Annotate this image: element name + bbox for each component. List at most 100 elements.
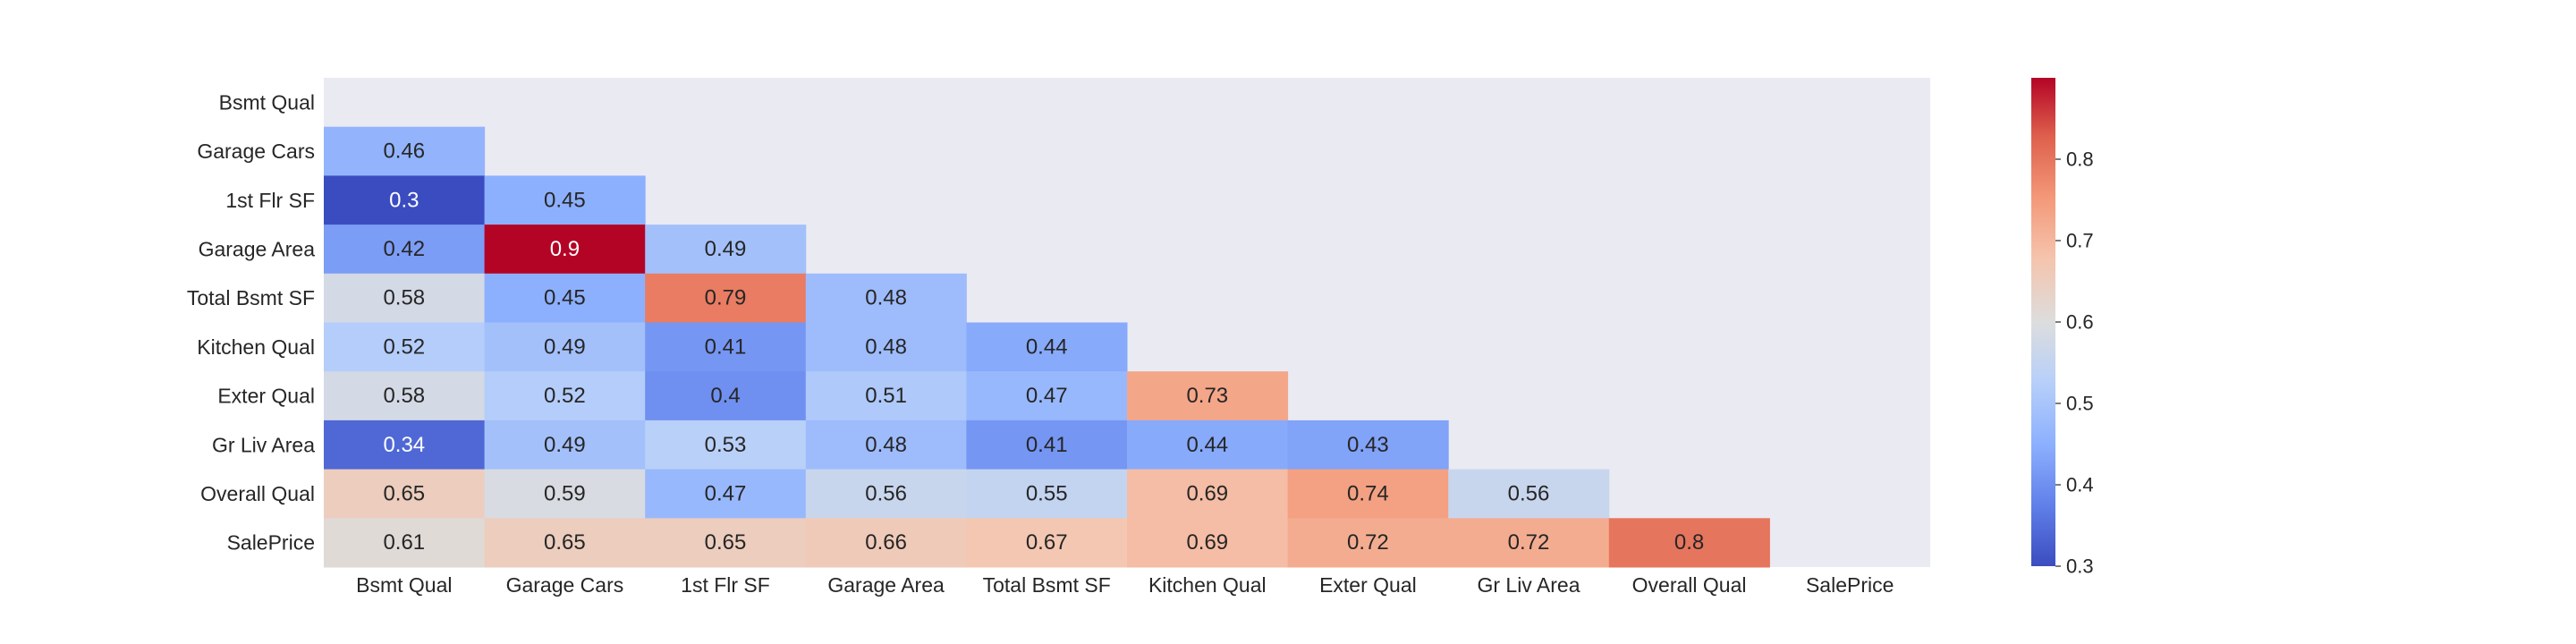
heatmap-cell xyxy=(324,175,486,225)
heatmap-cell xyxy=(324,469,486,519)
cell-value-label: 0.69 xyxy=(1186,481,1228,505)
cell-value-label: 0.53 xyxy=(705,433,747,457)
cell-value-label: 0.44 xyxy=(1186,433,1228,457)
x-tick-label: Kitchen Qual xyxy=(1148,573,1267,597)
cell-value-label: 0.34 xyxy=(383,433,425,457)
cell-value-label: 0.74 xyxy=(1347,481,1389,505)
heatmap-cell xyxy=(805,469,967,519)
heatmap-cell xyxy=(805,322,967,372)
heatmap-cell xyxy=(324,518,486,568)
cell-value-label: 0.73 xyxy=(1186,384,1228,408)
heatmap-cell xyxy=(645,322,807,372)
colorbar xyxy=(2031,78,2055,566)
heatmap-cell xyxy=(484,273,646,323)
heatmap-cell xyxy=(1127,518,1289,568)
colorbar-tick-label: 0.7 xyxy=(2066,230,2094,252)
x-tick-label: 1st Flr SF xyxy=(681,573,770,597)
heatmap-cell xyxy=(645,371,807,421)
heatmap-cell xyxy=(1287,419,1449,470)
cell-value-label: 0.52 xyxy=(383,335,425,359)
y-tick-label: Bsmt Qual xyxy=(219,90,315,114)
x-tick-label: Garage Cars xyxy=(506,573,624,597)
cell-value-label: 0.41 xyxy=(705,335,747,359)
cell-value-label: 0.72 xyxy=(1508,530,1550,555)
colorbar-tick-label: 0.3 xyxy=(2066,555,2094,578)
x-tick-label: Exter Qual xyxy=(1319,573,1417,597)
colorbar-tick-label: 0.6 xyxy=(2066,311,2094,334)
x-tick-label: Gr Liv Area xyxy=(1477,573,1580,597)
heatmap-cell xyxy=(645,419,807,470)
cell-value-label: 0.49 xyxy=(544,335,586,359)
cell-value-label: 0.45 xyxy=(544,286,586,310)
cell-value-label: 0.49 xyxy=(544,433,586,457)
cell-value-label: 0.56 xyxy=(1508,481,1550,505)
cell-value-label: 0.59 xyxy=(544,481,586,505)
heatmap-cell xyxy=(324,322,486,372)
y-tick-label: 1st Flr SF xyxy=(225,189,315,212)
cell-value-label: 0.52 xyxy=(544,384,586,408)
heatmap-cell xyxy=(1287,518,1449,568)
heatmap-cell xyxy=(966,371,1128,421)
x-tick-label: Bsmt Qual xyxy=(356,573,452,597)
heatmap-cell xyxy=(1127,469,1289,519)
heatmap-cell xyxy=(484,419,646,470)
heatmap-cell xyxy=(966,419,1128,470)
heatmap-cell xyxy=(324,225,486,275)
heatmap-cell xyxy=(1608,518,1770,568)
cell-value-label: 0.43 xyxy=(1347,433,1389,457)
heatmap-cell xyxy=(324,419,486,470)
x-tick-label: Garage Area xyxy=(827,573,945,597)
cell-value-label: 0.65 xyxy=(544,530,586,555)
cell-value-label: 0.72 xyxy=(1347,530,1389,555)
y-tick-label: Gr Liv Area xyxy=(212,433,315,456)
x-tick-labels: Bsmt Qual Garage Cars 1st Flr SF Garage Are… xyxy=(356,573,1894,597)
cell-value-label: 0.41 xyxy=(1026,433,1068,457)
colorbar-ticks: 0.3 0.4 0.5 0.6 0.7 0.8 xyxy=(2055,148,2094,578)
heatmap-cell xyxy=(1448,469,1610,519)
cell-value-label: 0.69 xyxy=(1186,530,1228,555)
heatmap-cell xyxy=(484,175,646,225)
cell-value-label: 0.48 xyxy=(865,433,907,457)
cell-value-label: 0.42 xyxy=(383,237,425,261)
cell-value-label: 0.9 xyxy=(550,237,580,261)
cell-value-label: 0.66 xyxy=(865,530,907,555)
x-tick-label: Total Bsmt SF xyxy=(983,573,1111,597)
cell-value-label: 0.79 xyxy=(705,286,747,310)
cell-value-label: 0.58 xyxy=(383,384,425,408)
y-tick-label: Garage Area xyxy=(199,237,316,260)
y-tick-label: Garage Cars xyxy=(197,140,315,163)
heatmap-cell xyxy=(324,273,486,323)
colorbar-tick-label: 0.8 xyxy=(2066,148,2094,171)
heatmap-cell xyxy=(484,322,646,372)
heatmap-cell xyxy=(645,225,807,275)
y-tick-label: Total Bsmt SF xyxy=(187,286,315,309)
cell-value-label: 0.3 xyxy=(389,188,419,212)
heatmap-cell xyxy=(805,419,967,470)
cell-value-label: 0.65 xyxy=(383,481,425,505)
cell-value-label: 0.46 xyxy=(383,140,425,164)
cell-value-label: 0.51 xyxy=(865,384,907,408)
cell-value-label: 0.8 xyxy=(1674,530,1704,555)
cell-value-label: 0.44 xyxy=(1026,335,1068,359)
heatmap-cell xyxy=(645,273,807,323)
heatmap-cells: 0.46 0.3 0.45 0.42 0.9 0.49 0.58 0.45 0.79 0.48 0.… xyxy=(324,126,1770,568)
heatmap-cell xyxy=(966,469,1128,519)
colorbar-tick-label: 0.4 xyxy=(2066,474,2094,496)
colorbar-tick-label: 0.5 xyxy=(2066,393,2094,415)
heatmap-cell xyxy=(805,371,967,421)
y-tick-label: Overall Qual xyxy=(200,482,315,505)
y-tick-labels: Bsmt Qual Garage Cars 1st Flr SF Garage Are… xyxy=(187,90,315,554)
heatmap-cell xyxy=(1127,371,1289,421)
cell-value-label: 0.45 xyxy=(544,188,586,212)
heatmap-cell xyxy=(484,518,646,568)
heatmap-cell xyxy=(484,225,646,275)
cell-value-label: 0.4 xyxy=(710,384,740,408)
heatmap-cell xyxy=(966,518,1128,568)
cell-value-label: 0.47 xyxy=(705,481,747,505)
heatmap-cell xyxy=(805,518,967,568)
heatmap-cell xyxy=(1287,469,1449,519)
heatmap-cell xyxy=(1448,518,1610,568)
heatmap-cell xyxy=(645,518,807,568)
cell-value-label: 0.67 xyxy=(1026,530,1068,555)
